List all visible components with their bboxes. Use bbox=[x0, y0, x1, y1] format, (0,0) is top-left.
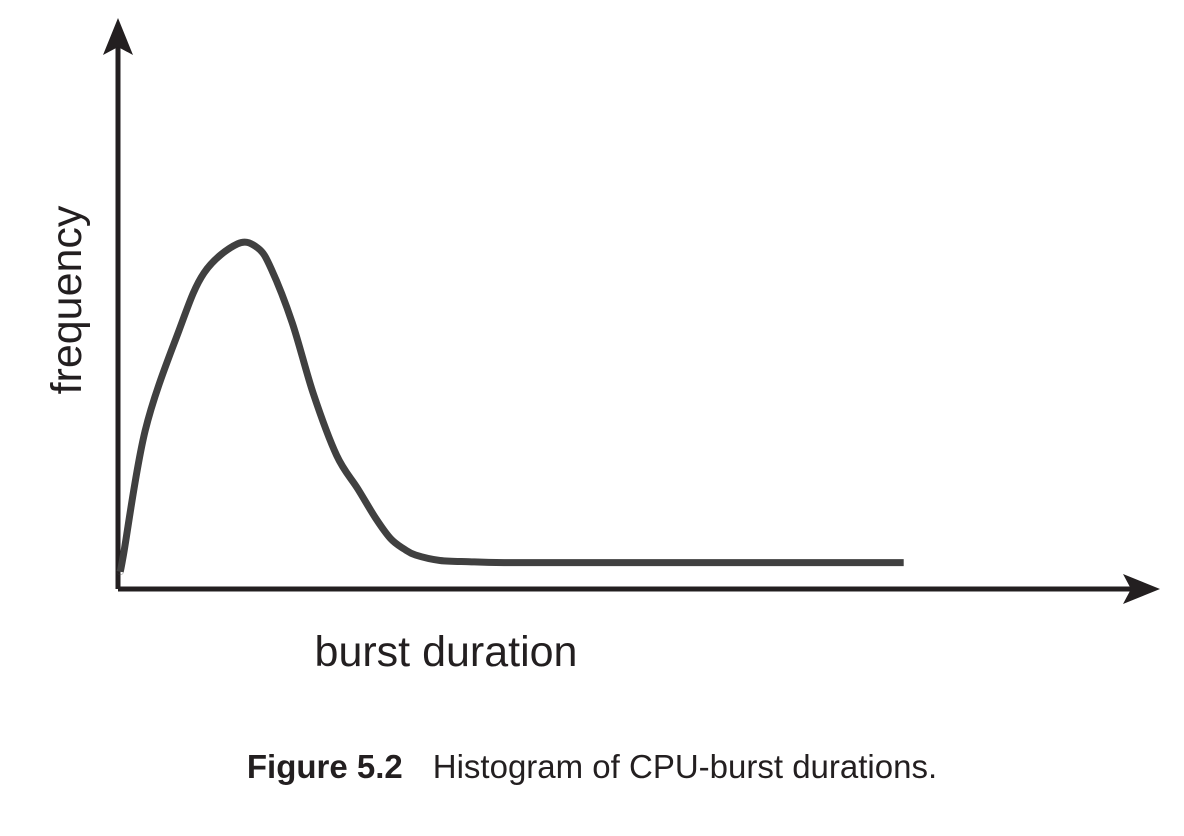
y-axis-arrowhead bbox=[103, 18, 133, 55]
y-axis-label: frequency bbox=[43, 205, 91, 394]
series-layer bbox=[116, 238, 904, 575]
figure-caption-text: Histogram of CPU-burst durations. bbox=[432, 748, 938, 785]
chart: frequency burst duration bbox=[43, 18, 1160, 676]
x-axis-label: burst duration bbox=[315, 628, 578, 676]
figure-caption: Figure 5.2 Histogram of CPU-burst duratio… bbox=[0, 748, 1184, 786]
frequency-curve bbox=[116, 238, 904, 575]
figure-number: Figure 5.2 bbox=[246, 748, 403, 785]
x-axis-arrowhead bbox=[1123, 574, 1160, 604]
